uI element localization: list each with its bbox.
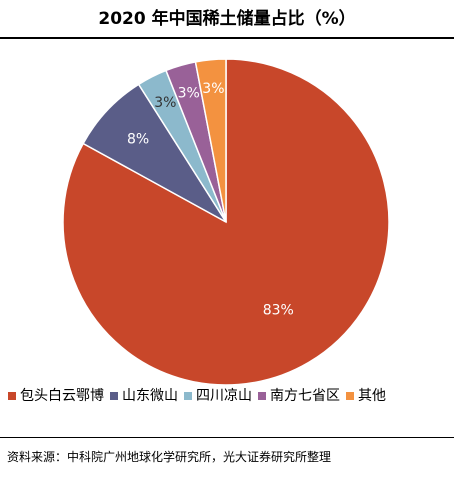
pie-label-3: 3% [178,86,200,102]
legend-swatch-4 [346,392,354,400]
pie-label-4: 3% [202,81,224,97]
legend-item-4: 其他 [346,386,386,406]
legend-label-3: 南方七省区 [270,388,340,404]
legend-item-1: 山东微山 [110,386,178,406]
pie-chart: 83%8%3%3% 3% [62,58,390,385]
bottom-rule [0,437,454,438]
legend-label-0: 包头白云鄂博 [20,388,104,404]
legend-swatch-1 [110,392,118,400]
legend-label-4: 其他 [358,388,386,404]
legend-label-1: 山东微山 [122,388,178,404]
pie-label-0: 83% [263,302,294,318]
legend-item-0: 包头白云鄂博 [8,386,104,406]
legend-swatch-2 [184,392,192,400]
pie-label-1: 8% [127,131,149,147]
source-note: 资料来源：中科院广州地球化学研究所，光大证券研究所整理 [7,450,332,464]
legend-swatch-0 [8,392,16,400]
legend-item-3: 南方七省区 [258,386,340,406]
legend-swatch-3 [258,392,266,400]
top-rule [0,37,454,39]
pie-slice-4 [194,58,227,223]
legend-label-2: 四川凉山 [196,388,252,404]
chart-title: 2020 年中国稀土储量占比（%） [98,9,356,29]
pie-label-2: 3% [154,95,176,111]
legend-item-2: 四川凉山 [184,386,252,406]
legend: 包头白云鄂博 山东微山 四川凉山 南方七省区 其他 [8,386,392,406]
